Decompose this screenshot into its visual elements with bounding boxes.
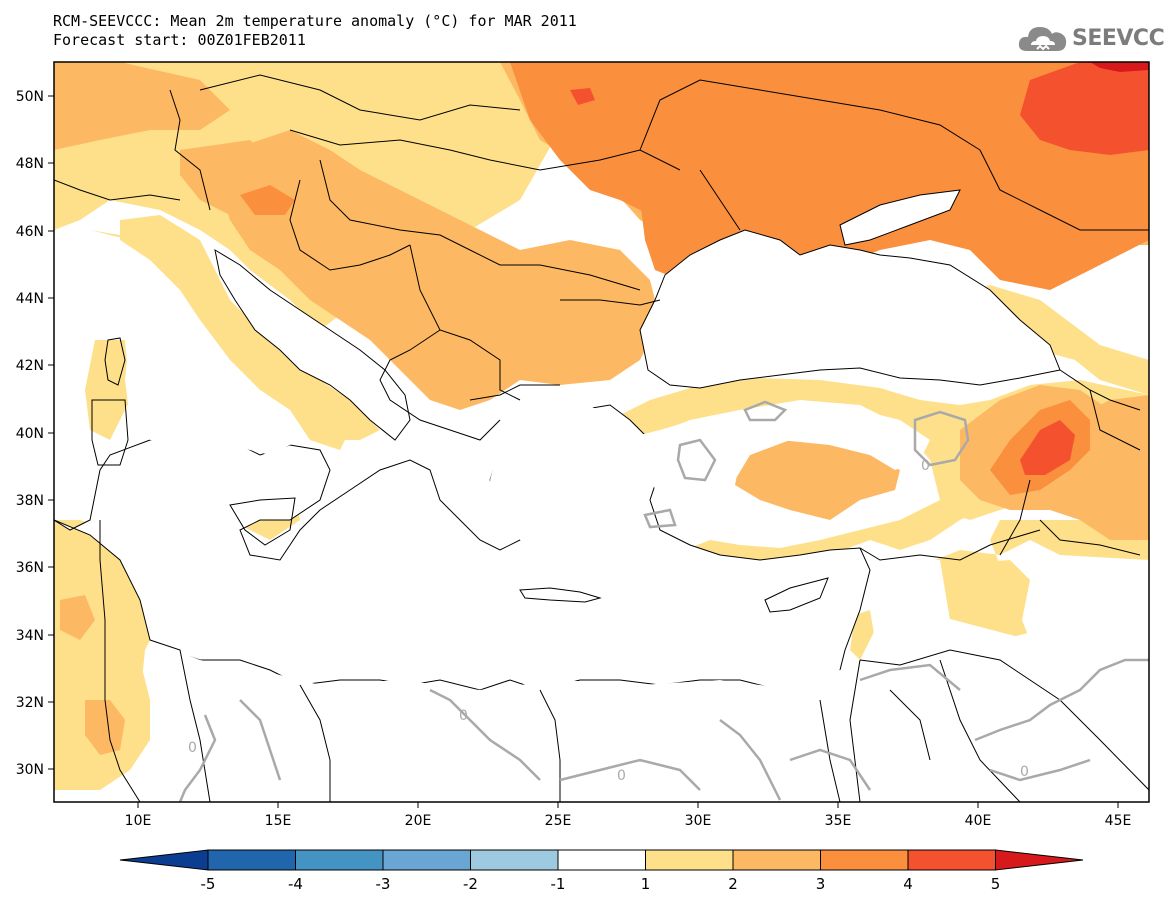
colorbar-labels: -5 -4 -3 -2 -1 1 2 3 4 5 <box>201 875 1001 893</box>
contour-labels: 0 0 0 0 0 <box>188 458 1029 784</box>
anatolia-white <box>620 405 930 525</box>
y-tick-label: 48N <box>16 156 44 172</box>
crete-coast <box>519 587 602 603</box>
colorbar-label: -4 <box>288 875 303 893</box>
contour-label: 0 <box>459 708 468 724</box>
colorbar-bin <box>645 849 734 871</box>
colorbar-bin <box>207 849 296 871</box>
sicily-coast <box>229 497 296 546</box>
y-axis <box>48 95 54 770</box>
colorbar-bin <box>820 849 909 871</box>
contour-label: 0 <box>1020 764 1029 780</box>
y-tick-label: 44N <box>16 291 44 307</box>
x-tick-label: 25E <box>545 813 572 829</box>
adriatic-sea <box>214 248 411 441</box>
anomaly-region-2-3-turkey <box>735 440 900 520</box>
x-tick-label: 45E <box>1105 813 1132 829</box>
x-tick-label: 15E <box>265 813 292 829</box>
logo-text: SEEVCCC <box>1072 25 1165 51</box>
colorbar-arrow-high <box>995 849 1084 871</box>
y-tick-label: 34N <box>16 628 44 644</box>
title-block: RCM-SEEVCCC: Mean 2m temperature anomaly… <box>53 12 577 50</box>
black-sea <box>639 229 1061 389</box>
colorbar-label: -5 <box>201 875 216 893</box>
contour-line <box>178 400 1149 802</box>
x-tick-labels: 10E 15E 20E 25E 30E 35E 40E 45E <box>125 813 1132 829</box>
x-tick-label: 30E <box>685 813 712 829</box>
anomaly-region-above-5 <box>1090 62 1149 72</box>
contour-label: 0 <box>921 458 930 474</box>
y-tick-label: 50N <box>16 89 44 105</box>
y-tick-labels: 50N 48N 46N 44N 42N 40N 38N 36N 34N 32N … <box>16 89 44 778</box>
anomaly-region-4-5-hotspot <box>570 88 595 105</box>
borders <box>54 74 1149 802</box>
y-tick-label: 36N <box>16 560 44 576</box>
anomaly-region-2-3-libya <box>60 595 125 755</box>
colorbar-label: -3 <box>376 875 391 893</box>
corsica-coast <box>104 337 126 386</box>
y-tick-label: 46N <box>16 224 44 240</box>
colorbar-label: 1 <box>641 875 651 893</box>
anomaly-region-1-2-sahara <box>54 520 150 790</box>
colorbar-bin <box>470 849 559 871</box>
y-tick-label: 42N <box>16 358 44 374</box>
cyprus-coast <box>764 577 829 613</box>
colorbar-arrow-low <box>119 849 209 871</box>
x-tick-label: 35E <box>825 813 852 829</box>
colorbar-label: 3 <box>816 875 826 893</box>
seevccc-logo: SEEVCCC <box>1017 21 1165 55</box>
x-axis <box>137 802 1119 808</box>
contour-label: 0 <box>188 740 197 756</box>
colorbar-label: -1 <box>551 875 566 893</box>
anomaly-region-4-5 <box>1020 62 1149 155</box>
y-tick-label: 30N <box>16 762 44 778</box>
x-tick-label: 10E <box>125 813 152 829</box>
colorbar <box>119 849 1084 871</box>
colorbar-label: -2 <box>463 875 478 893</box>
x-tick-label: 20E <box>405 813 432 829</box>
cloud-icon <box>1018 27 1067 51</box>
colorbar-bin <box>557 849 646 871</box>
y-tick-label: 38N <box>16 493 44 509</box>
map-title: RCM-SEEVCCC: Mean 2m temperature anomaly… <box>53 12 577 30</box>
y-tick-label: 40N <box>16 426 44 442</box>
colorbar-label: 5 <box>991 875 1001 893</box>
forecast-start: Forecast start: 00Z01FEB2011 <box>53 31 306 49</box>
anomaly-region-1-2-italy <box>85 215 350 450</box>
colorbar-bin <box>907 849 996 871</box>
y-tick-label: 32N <box>16 695 44 711</box>
sardinia-coast <box>91 399 129 466</box>
tyrrhenian-sea <box>125 260 300 455</box>
plot-frame <box>53 61 1150 803</box>
anomaly-region-2-3-north <box>54 62 230 150</box>
border-lines <box>54 74 1149 802</box>
contour-label: 0 <box>617 768 626 784</box>
anomaly-region-4-5-caucasus <box>1020 420 1075 475</box>
colorbar-bin <box>382 849 471 871</box>
colorbar-label: 2 <box>728 875 738 893</box>
anomaly-region-3-4-austria <box>240 185 295 215</box>
colorbar-bin <box>295 849 384 871</box>
aegean-sea <box>490 402 645 555</box>
colorbar-label: 4 <box>903 875 913 893</box>
northeast-africa-white <box>150 560 1149 802</box>
azov-sea <box>839 189 961 246</box>
anomaly-field <box>54 62 1149 802</box>
zero-contours <box>178 400 1149 802</box>
x-tick-label: 40E <box>965 813 992 829</box>
anomaly-region-1-2-west <box>54 62 560 540</box>
colorbar-bin <box>732 849 821 871</box>
